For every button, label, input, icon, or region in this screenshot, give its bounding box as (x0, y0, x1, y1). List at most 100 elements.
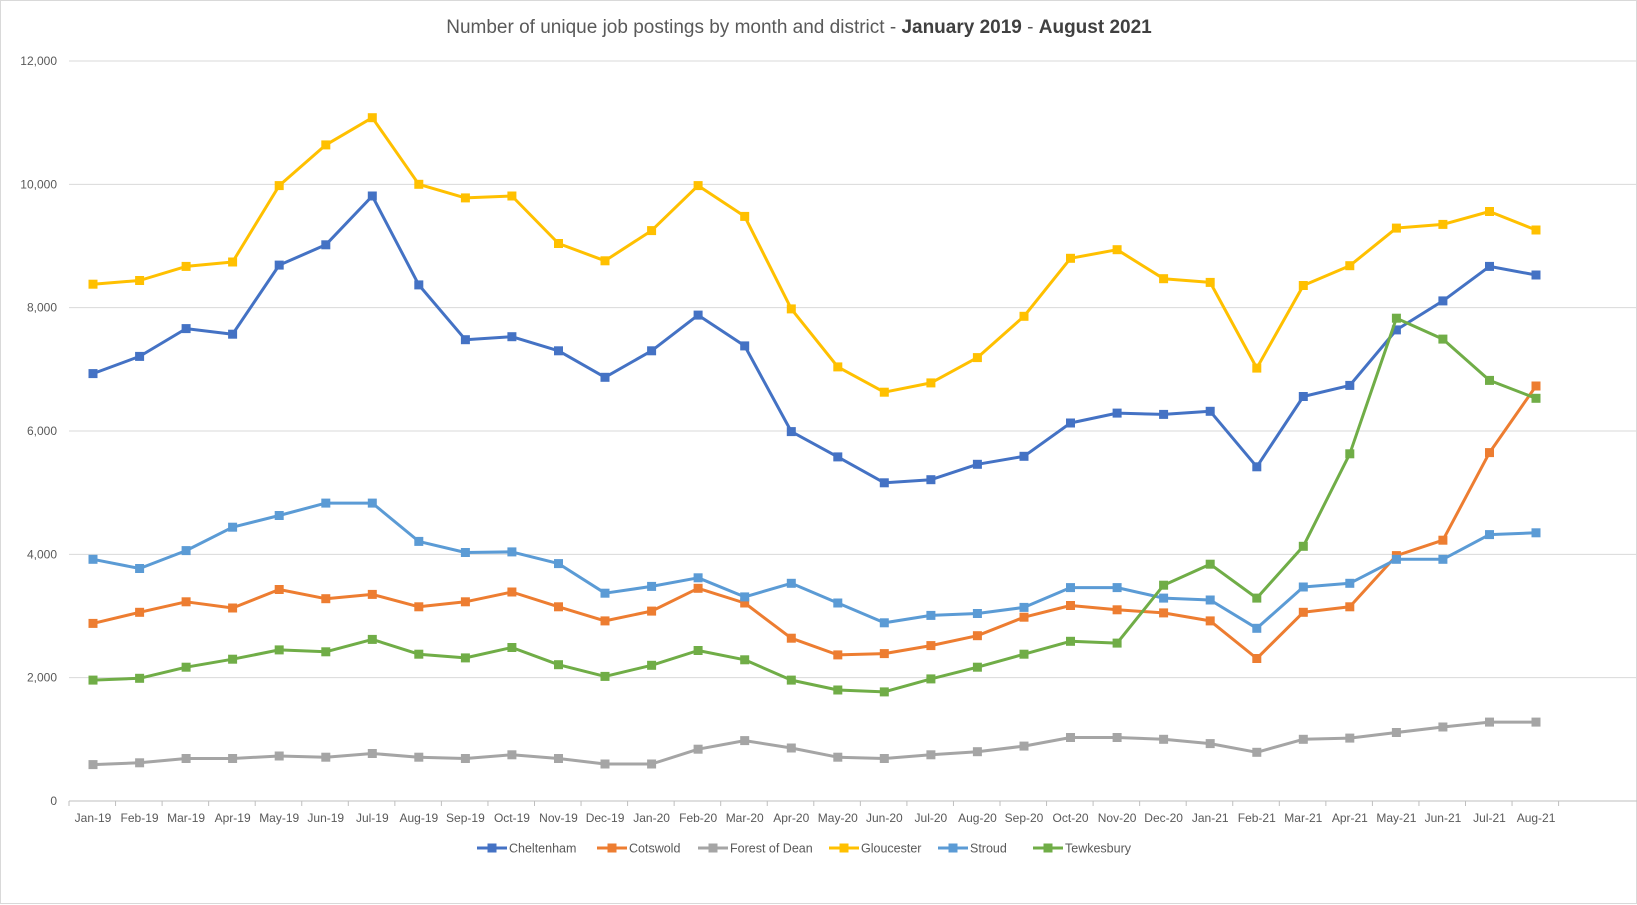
x-tick-label: Sep-19 (446, 811, 485, 825)
data-point (1345, 380, 1355, 390)
data-point (833, 362, 843, 372)
data-point (1345, 449, 1355, 459)
legend-item: Stroud (938, 842, 1007, 856)
data-point (647, 606, 657, 616)
data-point (740, 655, 750, 665)
data-point (460, 335, 470, 345)
data-point (1205, 595, 1215, 605)
data-point (367, 589, 377, 599)
data-point (1391, 728, 1401, 737)
data-point (1485, 717, 1494, 727)
data-point (1019, 741, 1029, 751)
legend-label: Forest of Dean (730, 842, 813, 856)
series-line (91, 116, 1538, 394)
data-point (647, 581, 657, 591)
data-point (507, 643, 517, 652)
x-tick-label: Jan-21 (1192, 811, 1229, 825)
data-point (367, 634, 377, 644)
legend-label: Cheltenham (509, 842, 576, 856)
data-point (507, 547, 517, 557)
data-point (926, 378, 936, 388)
data-point (1438, 722, 1448, 732)
series-tewkesbury (88, 313, 1541, 697)
data-point (1159, 274, 1169, 284)
series-forest-of-dean (88, 717, 1541, 770)
data-point (414, 752, 424, 762)
data-point (414, 602, 424, 612)
data-point (460, 548, 470, 557)
data-point (1531, 381, 1541, 391)
chart-title-part: Number of unique job postings by month a… (446, 17, 902, 38)
data-point (926, 610, 936, 620)
data-point (460, 653, 470, 663)
data-point (88, 369, 98, 379)
data-point (1205, 406, 1215, 416)
legend-swatch-marker (1043, 843, 1053, 853)
data-point (786, 578, 796, 588)
data-point (1205, 616, 1215, 626)
data-point (88, 675, 98, 685)
x-tick-label: Mar-19 (167, 811, 205, 825)
data-point (647, 660, 657, 670)
x-tick-label: Mar-20 (726, 811, 764, 825)
x-tick-label: Mar-21 (1284, 811, 1322, 825)
axes: 0 2,000 4,000 6,000 8,000 10,000 12,000 Jan-19 F… (20, 54, 1637, 825)
data-point (786, 427, 796, 437)
x-tick-label: May-21 (1376, 811, 1416, 825)
data-point (600, 588, 610, 598)
data-point (879, 754, 889, 763)
data-point (135, 673, 145, 683)
data-point (1159, 608, 1169, 618)
x-tick-label: Jun-19 (307, 811, 344, 825)
data-point (972, 609, 982, 618)
x-tick-label: Jul-19 (356, 811, 389, 825)
data-point (507, 191, 517, 201)
data-point (926, 475, 936, 485)
data-point (1252, 747, 1262, 757)
y-tick-label: 2,000 (27, 671, 57, 685)
data-point (274, 751, 284, 761)
data-point (1298, 281, 1308, 290)
data-point (1066, 583, 1075, 593)
data-point (554, 559, 563, 569)
x-tick-label: Jun-21 (1425, 811, 1462, 825)
data-point (740, 211, 750, 221)
data-point (1391, 313, 1401, 323)
series-line (91, 501, 1538, 630)
data-point (1438, 535, 1448, 545)
data-point (647, 226, 657, 236)
data-point (274, 511, 284, 520)
legend-label: Cotswold (629, 842, 680, 856)
data-point (228, 522, 238, 532)
data-point (321, 498, 331, 508)
data-point (1205, 559, 1215, 569)
data-point (972, 459, 982, 469)
legend-item: Cheltenham (477, 842, 576, 856)
data-point (786, 304, 796, 314)
data-point (1438, 334, 1448, 344)
data-point (414, 280, 424, 290)
data-point (228, 329, 238, 339)
legend-swatch-marker (839, 843, 849, 853)
chart-title-part: August 2021 (1038, 17, 1152, 38)
data-point (1205, 739, 1215, 749)
data-point (1159, 580, 1169, 590)
data-point (1391, 554, 1401, 564)
legend-item: Cotswold (597, 842, 680, 856)
legend-item: Gloucester (829, 842, 921, 856)
x-tick-label: Aug-21 (1517, 811, 1556, 825)
data-point (1345, 733, 1355, 743)
data-point (321, 140, 331, 150)
legend-swatch-marker (607, 843, 617, 853)
data-point (1019, 311, 1029, 321)
data-point (228, 754, 238, 763)
data-point (972, 747, 982, 757)
data-point (88, 618, 98, 628)
data-point (1252, 623, 1262, 633)
data-point (1252, 462, 1262, 472)
x-tick-label: Dec-20 (1144, 811, 1183, 825)
data-point (879, 478, 889, 488)
data-point (1485, 261, 1494, 271)
x-tick-label: Feb-21 (1238, 811, 1276, 825)
data-point (833, 752, 843, 762)
